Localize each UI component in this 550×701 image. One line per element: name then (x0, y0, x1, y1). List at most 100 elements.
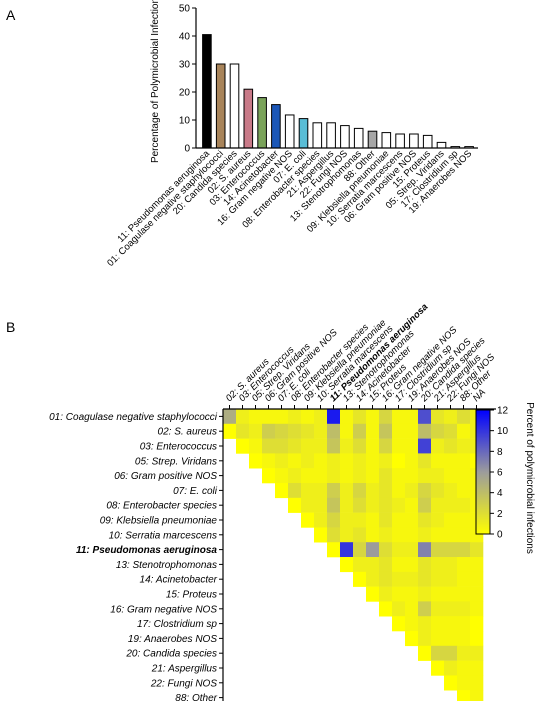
heatmap-cell (444, 571, 458, 587)
heatmap-row-label: 21: Aspergillus (151, 664, 217, 675)
heatmap-cells (223, 409, 484, 701)
heatmap-cell (366, 423, 380, 439)
heatmap-cell (262, 438, 276, 454)
heatmap-cell (327, 468, 341, 484)
heatmap-row-label: 20: Candida species (125, 649, 217, 660)
heatmap-cell (366, 586, 380, 602)
heatmap-cell (366, 557, 380, 573)
heatmap-cell (444, 675, 458, 691)
heatmap-cell (379, 586, 393, 602)
heatmap-cell (314, 438, 328, 454)
heatmap-cell (301, 483, 315, 499)
heatmap-cell (288, 453, 302, 469)
heatmap-cell (405, 438, 419, 454)
heatmap-cell (431, 512, 445, 528)
colorbar-tick-label: 8 (497, 447, 503, 458)
heatmap-cell (340, 512, 354, 528)
heatmap-cell (379, 497, 393, 513)
heatmap-cell (314, 483, 328, 499)
heatmap-cell (431, 497, 445, 513)
heatmap-cell (418, 586, 432, 602)
colorbar-tick-label: 0 (497, 530, 503, 541)
heatmap-cell (353, 438, 367, 454)
bar (202, 34, 212, 149)
heatmap-cell (262, 453, 276, 469)
heatmap-cell (353, 453, 367, 469)
heatmap-cell (470, 542, 484, 558)
heatmap-cell (275, 468, 289, 484)
heatmap-cell (418, 557, 432, 573)
heatmap-row-label: 14: Acinetobacter (140, 575, 218, 586)
heatmap-cell (392, 512, 406, 528)
heatmap-row-labels: 01: Coagulase negative staphylococci 02: … (49, 409, 224, 701)
bar (271, 104, 281, 149)
bar-y-tick-label: 10 (179, 116, 191, 127)
heatmap-cell (444, 557, 458, 573)
heatmap-cell (379, 527, 393, 543)
heatmap-cell (418, 497, 432, 513)
heatmap-cell (405, 409, 419, 425)
heatmap-cell (236, 423, 250, 439)
heatmap-cell (301, 453, 315, 469)
heatmap-cell (236, 438, 250, 454)
heatmap-cell (444, 409, 458, 425)
heatmap-cell (353, 423, 367, 439)
heatmap-cell (340, 453, 354, 469)
heatmap-colorbar: 0 2 4 6 8 10 12 (475, 406, 509, 541)
heatmap-cell (353, 512, 367, 528)
heatmap-cell (288, 497, 302, 513)
heatmap-cell (392, 483, 406, 499)
heatmap-cell (314, 497, 328, 513)
heatmap-cell (353, 497, 367, 513)
heatmap-cell (457, 483, 471, 499)
heatmap-cell (353, 557, 367, 573)
heatmap-cell (405, 586, 419, 602)
bar-y-tick-label: 40 (179, 32, 191, 43)
heatmap-cell (249, 453, 263, 469)
heatmap-cell (431, 601, 445, 617)
heatmap-cell (327, 409, 341, 425)
heatmap-cell (444, 438, 458, 454)
heatmap-cell (418, 542, 432, 558)
heatmap-cell (418, 483, 432, 499)
heatmap-cell (444, 512, 458, 528)
heatmap-row-label: 08: Enterobacter species (106, 501, 217, 512)
heatmap-cell (392, 527, 406, 543)
heatmap-cell (444, 497, 458, 513)
heatmap-cell (405, 468, 419, 484)
heatmap-cell (392, 586, 406, 602)
heatmap-cell (366, 468, 380, 484)
heatmap-cell (457, 586, 471, 602)
heatmap-cell (366, 512, 380, 528)
heatmap-cell (418, 468, 432, 484)
colorbar-tick-label: 6 (497, 468, 503, 479)
heatmap-cell (444, 586, 458, 602)
heatmap-cell (379, 438, 393, 454)
heatmap-cell (366, 542, 380, 558)
heatmap-cell (249, 409, 263, 425)
heatmap-cell (366, 497, 380, 513)
heatmap-cell (431, 557, 445, 573)
heatmap-cell (379, 468, 393, 484)
bar-x-tick-label: 01: Coagulase negative staphylococci (105, 148, 226, 269)
heatmap-cell (444, 423, 458, 439)
bar (298, 118, 309, 149)
heatmap-cell (457, 631, 471, 647)
heatmap-row-label: 11: Pseudomonas aeruginosa (76, 545, 217, 556)
heatmap-cell (340, 527, 354, 543)
bar-y-axis-label: Percentage of Polymicrobial Infections (150, 0, 161, 163)
heatmap-cell (392, 453, 406, 469)
heatmap-cell (444, 645, 458, 661)
heatmap-cell (431, 423, 445, 439)
bar-y-axis: 0 10 20 30 40 50 (179, 4, 197, 155)
heatmap-cell (327, 453, 341, 469)
heatmap-cell (418, 616, 432, 632)
heatmap-cell (405, 453, 419, 469)
heatmap-cell (444, 453, 458, 469)
heatmap-cell (366, 409, 380, 425)
bar (229, 63, 240, 149)
heatmap-cell (457, 409, 471, 425)
heatmap-cell (405, 557, 419, 573)
